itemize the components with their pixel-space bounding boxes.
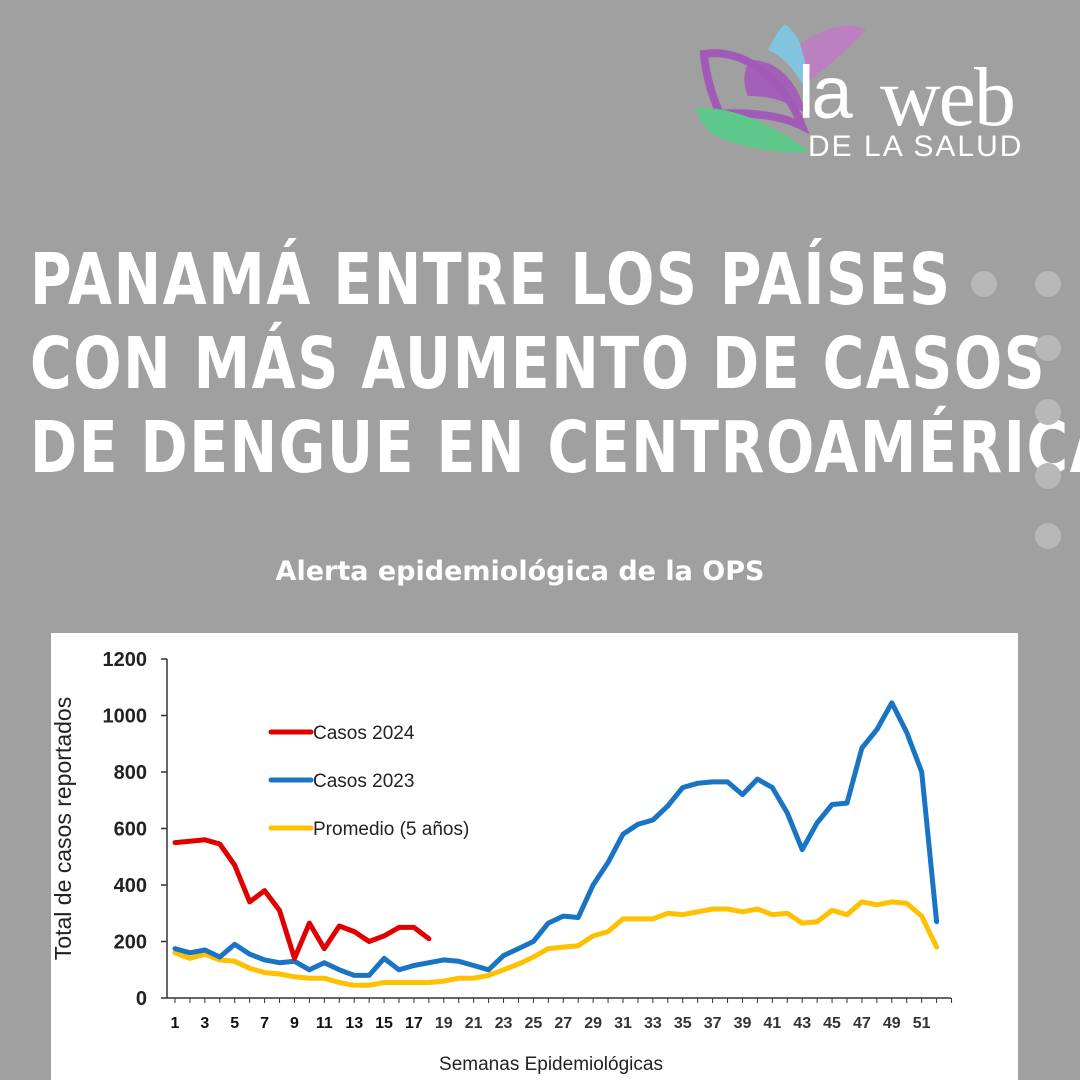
- dot: [1035, 399, 1061, 425]
- dot: [1035, 335, 1061, 361]
- x-tick-label: 3: [200, 1015, 209, 1032]
- x-tick-label: 31: [614, 1015, 632, 1032]
- logo-la: la: [798, 51, 853, 134]
- x-tick-label: 15: [375, 1015, 393, 1032]
- x-tick-label: 35: [674, 1015, 692, 1032]
- series-line-0: [172, 837, 432, 961]
- y-tick-label: 1200: [103, 649, 148, 671]
- x-tick-label: 47: [853, 1015, 871, 1032]
- x-tick-label: 25: [525, 1015, 543, 1032]
- chart-panel: 0 200 400 600 800 1000 1200 1 3 5 7 9 11 13 15 17 19 21 23…: [51, 633, 1018, 1080]
- lotus-icon: [696, 24, 866, 153]
- series-line-2: [172, 899, 940, 988]
- subtitle: Alerta epidemiológica de la OPS: [275, 556, 765, 587]
- x-tick-label: 7: [260, 1015, 269, 1032]
- headline-line-2: CON MÁS AUMENTO DE CASOS: [30, 322, 1047, 405]
- x-tick-label: 23: [495, 1015, 513, 1032]
- y-axis-title: Total de casos reportados: [51, 697, 76, 960]
- x-tick-label: 45: [823, 1015, 841, 1032]
- x-tick-label: 17: [405, 1015, 423, 1032]
- y-tick-label: 1000: [103, 706, 148, 728]
- dot: [1035, 463, 1061, 489]
- x-tick-label: 37: [704, 1015, 722, 1032]
- x-tick-label: 9: [290, 1015, 299, 1032]
- headline: PANAMÁ ENTRE LOS PAÍSES CON MÁS AUMENTO …: [30, 238, 1080, 490]
- logo: la web DE LA SALUD: [690, 14, 1050, 174]
- logo-web: web: [880, 51, 1016, 144]
- series-line-1: [172, 700, 940, 978]
- y-tick-label: 800: [114, 762, 147, 784]
- x-tick-label: 1: [171, 1015, 180, 1032]
- x-tick-label: 49: [883, 1015, 901, 1032]
- headline-line-1: PANAMÁ ENTRE LOS PAÍSES: [30, 238, 952, 321]
- legend-label-0: Casos 2024: [313, 723, 415, 744]
- dot: [1035, 523, 1061, 549]
- decorative-dots: [965, 268, 1065, 558]
- legend-label-2: Promedio (5 años): [313, 819, 469, 840]
- x-tick-label: 5: [230, 1015, 239, 1032]
- dot: [1035, 271, 1061, 297]
- headline-line-3: DE DENGUE EN CENTROAMÉRICA: [30, 406, 1080, 489]
- logo-subtitle: DE LA SALUD: [808, 130, 1024, 163]
- x-tick-label: 39: [734, 1015, 752, 1032]
- y-tick-label: 600: [114, 819, 147, 841]
- x-axis-title: Semanas Epidemiológicas: [439, 1054, 663, 1075]
- x-tick-label: 41: [763, 1015, 781, 1032]
- x-tick-label: 19: [435, 1015, 453, 1032]
- legend-label-1: Casos 2023: [313, 771, 414, 792]
- x-tick-label: 33: [644, 1015, 662, 1032]
- y-tick-label: 0: [136, 988, 147, 1010]
- x-tick-label: 21: [465, 1015, 483, 1032]
- x-tick-label: 11: [316, 1015, 333, 1032]
- x-tick-label: 13: [345, 1015, 363, 1032]
- dot: [971, 271, 997, 297]
- x-tick-label: 29: [584, 1015, 602, 1032]
- x-tick-label: 51: [913, 1015, 931, 1032]
- x-tick-label: 43: [793, 1015, 811, 1032]
- y-tick-label: 400: [114, 875, 147, 897]
- x-tick-label: 27: [554, 1015, 572, 1032]
- y-tick-label: 200: [114, 932, 147, 954]
